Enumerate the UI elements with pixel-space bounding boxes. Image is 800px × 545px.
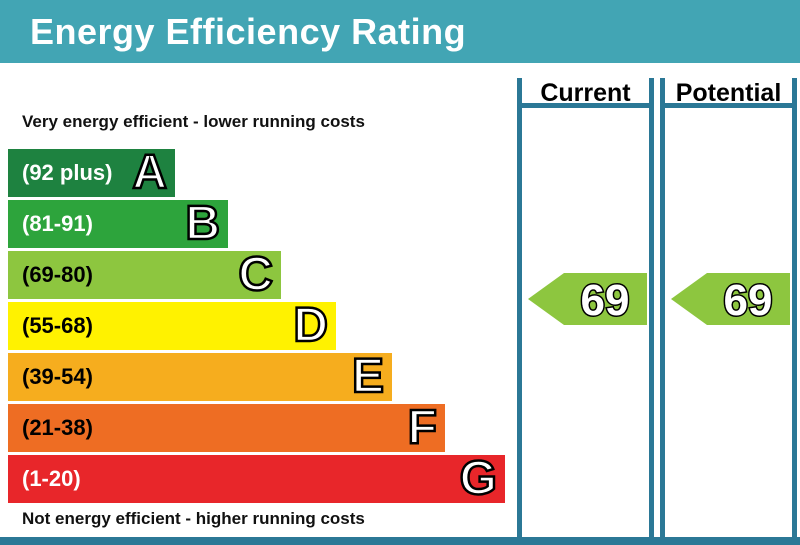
rating-band-b: (81-91) B — [8, 197, 228, 250]
potential-rating-value: 69 — [724, 276, 773, 325]
title-bar: Energy Efficiency Rating — [0, 0, 800, 63]
bottom-border-bar — [0, 537, 800, 545]
current-rating-arrow: 69 — [528, 273, 647, 325]
band-range-label: (21-38) — [22, 415, 93, 440]
band-range-label: (55-68) — [22, 313, 93, 338]
potential-column-header: Potential — [665, 78, 792, 108]
band-range-label: (69-80) — [22, 262, 93, 287]
current-column-header: Current — [522, 78, 649, 108]
rating-band-e: (39-54) E — [8, 350, 392, 403]
rating-scale: (92 plus) A (81-91) B (69-80) C (55-68) … — [8, 146, 505, 506]
band-grade-letter: E — [351, 350, 386, 403]
band-grade-letter: G — [458, 452, 498, 505]
potential-rating-arrow: 69 — [671, 273, 790, 325]
scale-footer-note: Not energy efficient - higher running co… — [22, 509, 365, 528]
rating-band-d: (55-68) D — [8, 299, 336, 352]
band-range-label: (1-20) — [22, 466, 81, 491]
band-grade-letter: C — [237, 248, 274, 301]
band-grade-letter: F — [406, 401, 438, 454]
page-title: Energy Efficiency Rating — [30, 11, 467, 52]
band-grade-letter: B — [184, 197, 221, 250]
left-arrow-icon — [528, 273, 647, 325]
current-rating-value: 69 — [581, 276, 630, 325]
band-grade-letter: A — [131, 146, 168, 199]
potential-column: Potential 69 — [660, 78, 797, 537]
band-range-label: (92 plus) — [22, 160, 113, 185]
left-arrow-icon — [671, 273, 790, 325]
band-range-label: (81-91) — [22, 211, 93, 236]
rating-band-f: (21-38) F — [8, 401, 445, 454]
rating-band-a: (92 plus) A — [8, 146, 175, 199]
rating-band-c: (69-80) C — [8, 248, 281, 301]
rating-band-g: (1-20) G — [8, 452, 505, 505]
current-column: Current 69 — [517, 78, 654, 537]
band-grade-letter: D — [292, 299, 329, 352]
band-range-label: (39-54) — [22, 364, 93, 389]
scale-header-note: Very energy efficient - lower running co… — [22, 112, 365, 131]
